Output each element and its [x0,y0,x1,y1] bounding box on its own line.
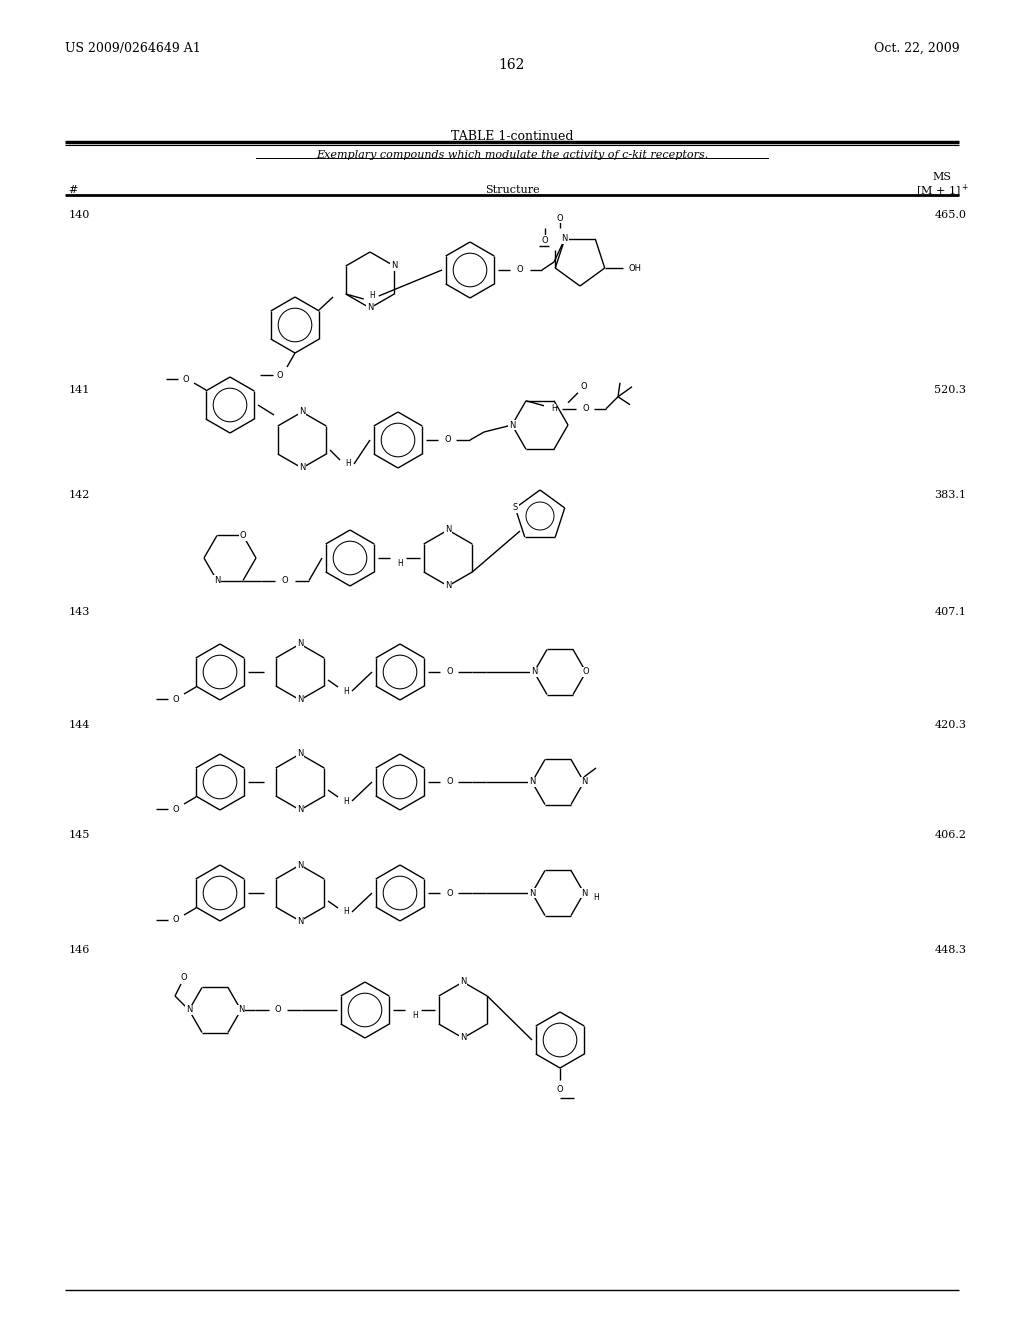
Text: N: N [214,576,220,585]
Text: [M + 1]$^+$: [M + 1]$^+$ [915,182,969,199]
Text: N: N [297,696,303,705]
Text: 465.0: 465.0 [934,210,967,220]
Text: N: N [299,408,305,417]
Text: TABLE 1-continued: TABLE 1-continued [451,129,573,143]
Text: N: N [460,978,466,986]
Text: H: H [551,404,557,413]
Text: 142: 142 [69,490,90,500]
Text: N: N [299,463,305,473]
Text: O: O [173,804,179,813]
Text: N: N [297,861,303,870]
Text: MS: MS [933,172,951,182]
Text: S: S [513,503,518,512]
Text: US 2009/0264649 A1: US 2009/0264649 A1 [65,42,201,55]
Text: 145: 145 [69,830,90,840]
Text: N: N [238,1006,244,1015]
Text: N: N [581,888,587,898]
Text: N: N [367,304,373,313]
Text: N: N [367,304,373,313]
Text: N: N [444,582,452,590]
Text: H: H [343,686,349,696]
Text: H: H [345,459,351,469]
Text: O: O [173,916,179,924]
Text: N: N [297,805,303,814]
Text: N: N [444,525,452,535]
Text: 162: 162 [499,58,525,73]
Text: N: N [509,421,515,429]
Text: 420.3: 420.3 [934,719,967,730]
Text: N: N [528,888,536,898]
Text: OH: OH [629,264,641,272]
Text: O: O [583,668,590,676]
Text: N: N [391,261,397,271]
Text: H: H [593,894,599,903]
Text: O: O [282,576,289,585]
Text: O: O [581,383,588,391]
Text: 406.2: 406.2 [934,830,967,840]
Text: N: N [561,235,568,243]
Text: 407.1: 407.1 [934,607,967,616]
Text: O: O [444,436,452,445]
Text: O: O [180,973,187,982]
Text: O: O [517,265,523,275]
Text: N: N [528,777,536,787]
Text: 383.1: 383.1 [934,490,967,500]
Text: O: O [182,375,189,384]
Text: O: O [583,404,590,413]
Text: 448.3: 448.3 [934,945,967,954]
Text: O: O [276,371,284,380]
Text: N: N [460,1034,466,1043]
Text: N: N [581,777,587,787]
Text: O: O [542,235,549,244]
Text: N: N [530,668,538,676]
Text: N: N [297,916,303,925]
Text: 146: 146 [69,945,90,954]
Text: H: H [412,1011,418,1020]
Text: H: H [369,292,375,301]
Text: #: # [69,185,78,195]
Text: O: O [557,1085,563,1094]
Text: Structure: Structure [484,185,540,195]
Text: 140: 140 [69,210,90,220]
Text: O: O [557,214,563,223]
Text: O: O [446,668,454,676]
Text: Oct. 22, 2009: Oct. 22, 2009 [873,42,959,55]
Text: 141: 141 [69,385,90,395]
Text: H: H [397,560,402,569]
Text: H: H [343,908,349,916]
Text: Exemplary compounds which modulate the activity of c-kit receptors.: Exemplary compounds which modulate the a… [315,150,709,160]
Text: N: N [297,639,303,648]
Text: O: O [274,1006,282,1015]
Text: O: O [446,888,454,898]
Text: H: H [343,796,349,805]
Text: O: O [173,694,179,704]
Text: O: O [240,531,247,540]
Text: N: N [391,261,397,271]
Text: N: N [297,750,303,759]
Text: 143: 143 [69,607,90,616]
Text: 144: 144 [69,719,90,730]
Text: N: N [185,1006,193,1015]
Text: O: O [446,777,454,787]
Text: 520.3: 520.3 [934,385,967,395]
